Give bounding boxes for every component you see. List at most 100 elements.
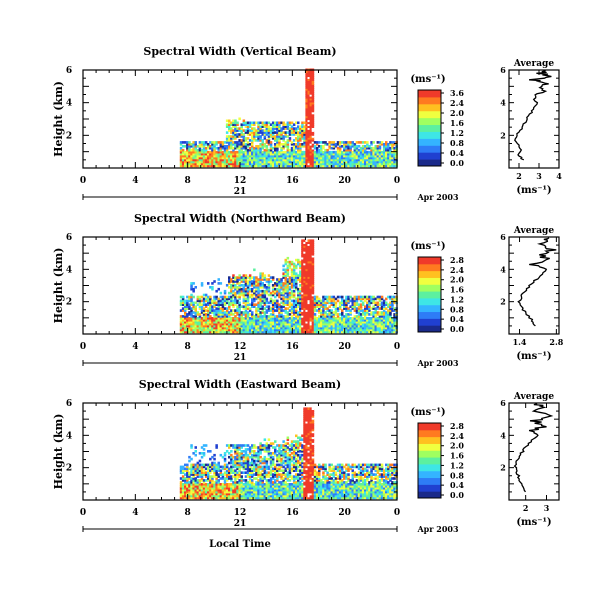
heatmap-cell [265, 305, 269, 308]
heatmap-cell [179, 467, 183, 471]
heatmap-cell [311, 253, 315, 256]
heatmap-cell [347, 295, 350, 299]
heatmap-cell [225, 328, 229, 332]
heatmap-cell [217, 317, 220, 320]
heatmap-cell [198, 305, 202, 308]
heatmap-cell [305, 141, 308, 144]
heatmap-cell [221, 494, 225, 498]
heatmap-cell [265, 299, 269, 303]
heatmap-cell [359, 317, 363, 320]
heatmap-cell [219, 143, 223, 146]
heatmap-cell [244, 328, 248, 332]
heatmap-cell [361, 326, 365, 330]
heatmap-cell [234, 291, 237, 295]
heatmap-cell [315, 154, 319, 158]
heatmap-cell [246, 320, 250, 324]
heatmap-cell [215, 146, 218, 150]
heatmap-cell [204, 150, 208, 154]
heatmap-cell [271, 328, 275, 332]
heatmap-cell [190, 299, 193, 303]
heatmap-cell [305, 317, 308, 320]
heatmap-cell [215, 469, 218, 472]
heatmap-cell [259, 320, 262, 324]
heatmap-cell [290, 146, 294, 150]
heatmap-cell [330, 143, 333, 146]
heatmap-cell [257, 291, 260, 295]
heatmap-cell [309, 135, 313, 138]
heatmap-cell [284, 125, 287, 128]
heatmap-cell [190, 307, 193, 310]
heatmap-cell [265, 148, 269, 152]
heatmap-cell [248, 148, 252, 152]
heatmap-cell [246, 492, 250, 496]
heatmap-cell [259, 286, 262, 289]
heatmap-cell [184, 299, 187, 303]
heatmap-cell [223, 486, 227, 490]
heatmap-cell [232, 137, 235, 140]
heatmap-cell [267, 148, 271, 152]
heatmap-cell [301, 266, 304, 270]
heatmap-cell [240, 446, 243, 449]
heatmap-cell [324, 324, 327, 328]
heatmap-cell [309, 162, 313, 166]
heatmap-cell [244, 465, 248, 469]
heatmap-cell [382, 150, 386, 154]
colorbar: 3.62.42.01.61.20.80.40.0 [417, 88, 464, 168]
heatmap-cell [261, 319, 264, 322]
heatmap-cell [345, 145, 348, 148]
heatmap-cell [276, 135, 279, 138]
heatmap-cell [236, 455, 239, 459]
heatmap-cell [223, 307, 227, 310]
heatmap-cell [378, 141, 382, 144]
heatmap-cell [295, 129, 298, 132]
heatmap-cell [200, 496, 204, 500]
heatmap-cell [288, 266, 292, 270]
heatmap-cell [184, 150, 187, 154]
heatmap-cell [240, 328, 243, 332]
heatmap-cell [318, 299, 321, 303]
heatmap-cell [353, 150, 357, 154]
heatmap-cell [223, 488, 227, 492]
heatmap-cell [292, 123, 296, 126]
heatmap-cell [355, 148, 359, 152]
heatmap-cell [309, 291, 313, 295]
heatmap-cell [309, 303, 313, 306]
heatmap-cell [181, 141, 185, 144]
heatmap-cell [359, 152, 363, 156]
heatmap-cell [211, 322, 214, 326]
heatmap-cell [202, 463, 206, 467]
heatmap-cell [276, 158, 279, 162]
heatmap-cell [244, 455, 248, 459]
heatmap-cell [269, 324, 273, 328]
heatmap-cell [246, 494, 250, 498]
heatmap-cell [391, 330, 394, 334]
heatmap-cell [311, 80, 315, 83]
heatmap-cell [292, 291, 296, 295]
heatmap-cell [209, 483, 212, 486]
heatmap-cell [380, 317, 384, 320]
heatmap-cell [305, 313, 308, 316]
heatmap-cell [301, 135, 304, 138]
heatmap-cell [322, 315, 325, 318]
heatmap-cell [332, 328, 336, 332]
heatmap-cell [338, 324, 342, 328]
heatmap-cell [274, 322, 277, 326]
colorbar-tick-label: 1.2 [450, 128, 464, 138]
heatmap-cell [309, 282, 313, 285]
heatmap-cell [389, 146, 392, 150]
heatmap-cell [303, 289, 306, 293]
heatmap-cell [305, 74, 308, 77]
heatmap-cell [368, 295, 371, 299]
heatmap-cell [271, 164, 275, 168]
heatmap-cell [297, 154, 300, 158]
heatmap-cell [318, 324, 321, 328]
heatmap-cell [238, 282, 241, 285]
heatmap-cell [338, 146, 342, 150]
heatmap-cell [186, 154, 189, 158]
heatmap-cell [248, 322, 252, 326]
heatmap-cell [336, 313, 340, 316]
heatmap-cell [295, 162, 298, 166]
heatmap-cell [232, 305, 235, 308]
heatmap-cell [338, 303, 342, 306]
heatmap-cell [284, 299, 287, 303]
